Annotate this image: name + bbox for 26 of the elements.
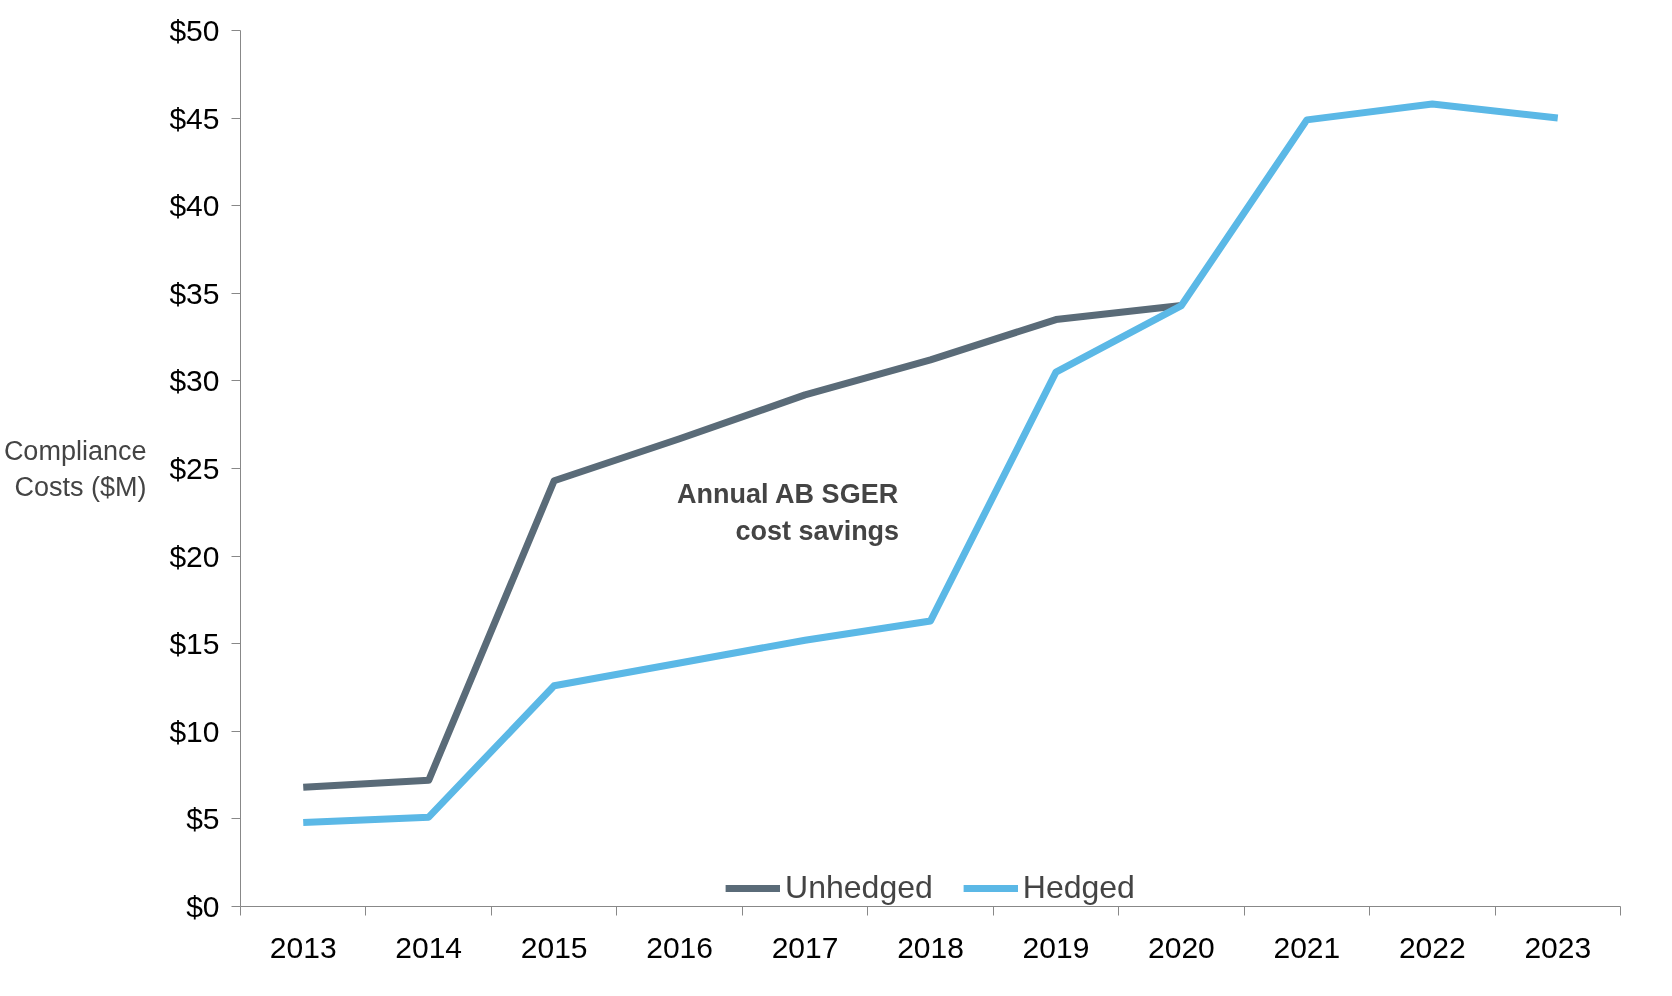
y-tick-label: $40 xyxy=(169,189,220,223)
y-tick-label: $45 xyxy=(169,101,220,135)
x-tick-label: 2017 xyxy=(771,930,839,964)
y-tick-label: $30 xyxy=(169,364,220,398)
x-tick-label: 2021 xyxy=(1273,930,1341,964)
y-axis-title: Compliance Costs ($M) xyxy=(3,435,147,502)
y-tick-label: $20 xyxy=(169,539,220,573)
x-tick-label: 2016 xyxy=(646,930,713,964)
y-tick-label: $0 xyxy=(186,890,220,923)
x-tick-label: 2015 xyxy=(520,930,588,964)
x-tick-label: 2014 xyxy=(395,930,463,964)
x-tick-label: 2019 xyxy=(1022,930,1090,964)
y-tick-label: $5 xyxy=(186,802,220,836)
y-tick-label: $35 xyxy=(169,276,220,310)
annotation: Annual AB SGER cost savings xyxy=(677,478,900,547)
x-tick-label: 2020 xyxy=(1148,930,1215,964)
y-tick-label: $50 xyxy=(169,14,220,47)
x-tick-label: 2018 xyxy=(897,930,964,964)
y-tick-label: $25 xyxy=(169,452,220,485)
y-tick-label: $10 xyxy=(169,714,220,748)
legend-label: Hedged xyxy=(1022,869,1135,906)
x-tick-label: 2013 xyxy=(269,930,337,964)
legend-label: Unhedged xyxy=(785,869,933,906)
x-tick-label: 2023 xyxy=(1524,930,1592,964)
x-tick-label: 2022 xyxy=(1398,930,1466,964)
y-tick-label: $15 xyxy=(169,627,220,661)
